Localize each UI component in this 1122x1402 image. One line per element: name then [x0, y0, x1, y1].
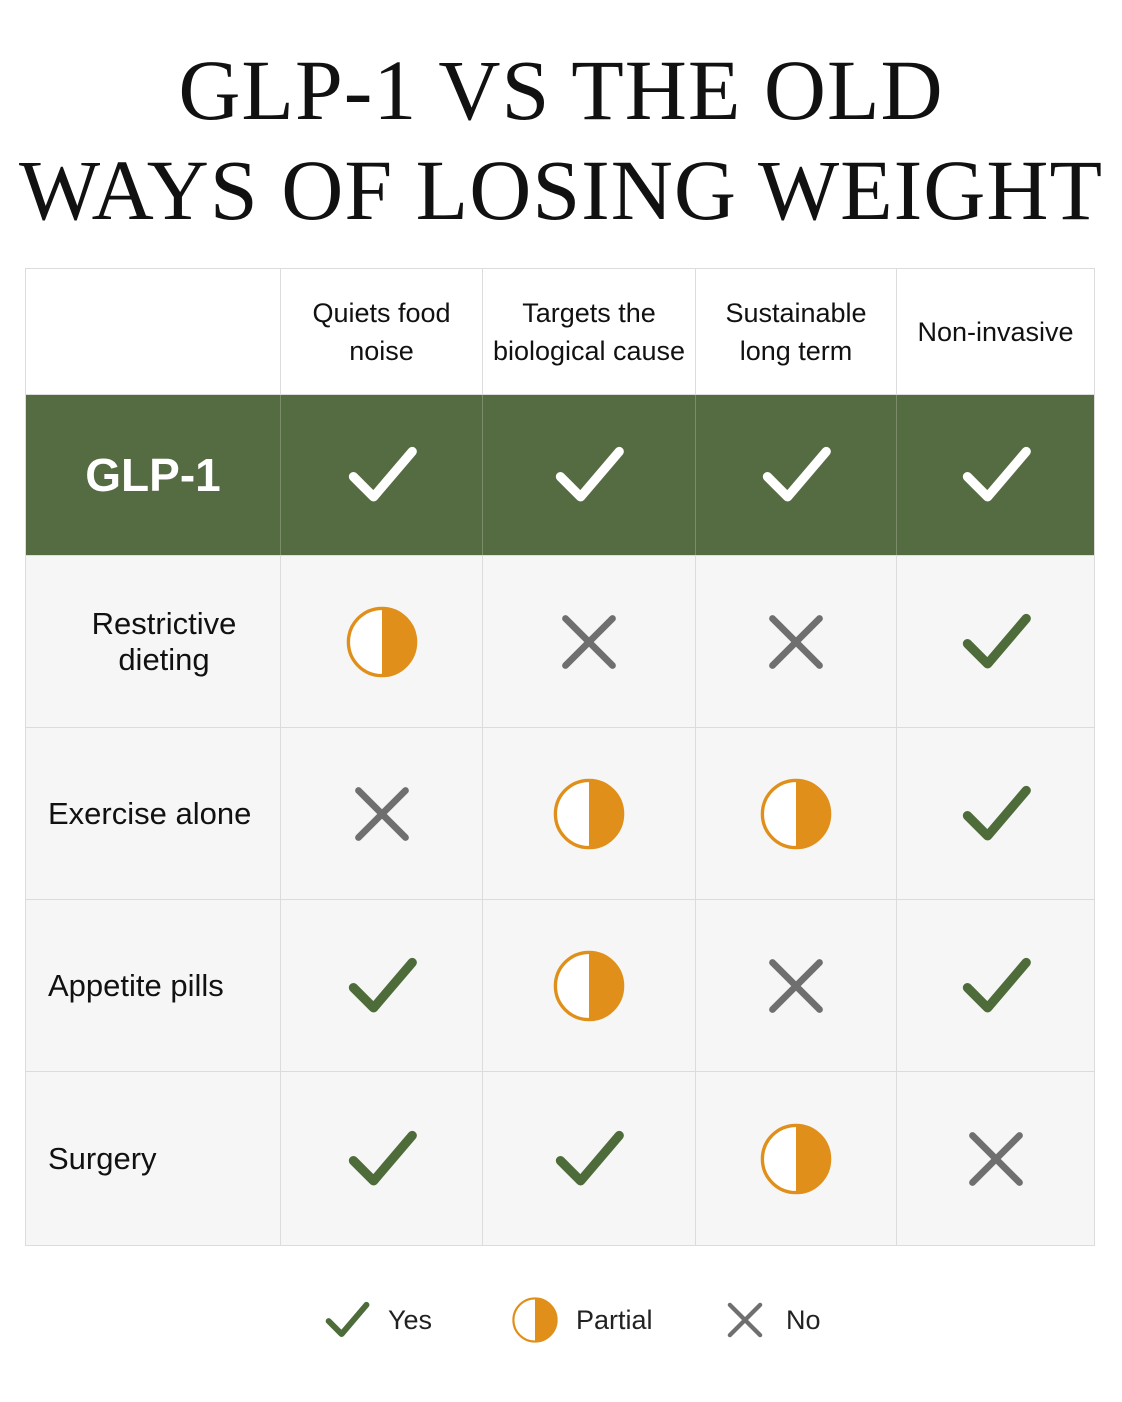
legend-label: Partial [576, 1304, 653, 1335]
check-icon [762, 446, 831, 502]
column-header-targets-biological-cause: Targets the biological cause [483, 269, 696, 394]
row-label: Restrictive dieting [26, 556, 281, 727]
half-circle-icon [512, 1297, 558, 1343]
table-cell-no [483, 556, 696, 727]
legend: Yes Partial No [0, 1290, 1122, 1350]
table-cell-no [696, 556, 897, 727]
page-title: GLP-1 VS THE OLD WAYS OF LOSING WEIGHT [0, 40, 1122, 240]
title-line-1: GLP-1 VS THE OLD [178, 42, 944, 138]
half-circle-icon [346, 606, 417, 677]
cross-icon [968, 1131, 1023, 1186]
table-cell-yes [696, 395, 897, 555]
legend-label: No [786, 1304, 821, 1335]
legend-item-no: No [718, 1290, 821, 1350]
table-row-restrictive-dieting: Restrictive dieting [26, 555, 1094, 727]
comparison-table: Quiets food noise Targets the biological c… [25, 268, 1095, 1246]
table-cell-yes [281, 900, 483, 1071]
half-circle-icon [553, 778, 625, 849]
legend-item-partial: Partial [508, 1290, 653, 1350]
row-label: Exercise alone [26, 728, 281, 899]
check-icon [962, 785, 1031, 840]
table-cell-partial [281, 556, 483, 727]
cross-icon [354, 786, 409, 841]
cross-icon [562, 614, 616, 669]
table-cell-yes [483, 1072, 696, 1245]
row-label: Surgery [26, 1072, 281, 1245]
column-header-quiets-food-noise: Quiets food noise [281, 269, 483, 394]
table-cell-no [696, 900, 897, 1071]
half-circle-icon [760, 778, 832, 849]
table-cell-partial [483, 900, 696, 1071]
table-cell-partial [696, 728, 897, 899]
table-row-exercise-alone: Exercise alone [26, 727, 1094, 899]
table-cell-yes [483, 395, 696, 555]
row-label: Appetite pills [26, 900, 281, 1071]
table-cell-yes [897, 900, 1094, 1071]
legend-item-yes: Yes [320, 1290, 432, 1350]
cross-icon [769, 958, 823, 1013]
table-cell-no [897, 1072, 1094, 1245]
table-cell-no [281, 728, 483, 899]
table-row-glp-1: GLP-1 [26, 395, 1094, 555]
check-icon [555, 1130, 624, 1185]
table-cell-partial [483, 728, 696, 899]
table-cell-yes [281, 1072, 483, 1245]
check-icon [962, 446, 1031, 502]
legend-label: Yes [388, 1304, 433, 1335]
check-icon [348, 446, 417, 502]
check-icon [348, 1130, 417, 1185]
check-icon [962, 957, 1031, 1012]
table-row-appetite-pills: Appetite pills [26, 899, 1094, 1071]
table-cell-yes [897, 395, 1094, 555]
table-cell-yes [897, 728, 1094, 899]
half-circle-icon [553, 950, 625, 1021]
title-line-2: WAYS OF LOSING WEIGHT [18, 142, 1104, 238]
table-cell-partial [696, 1072, 897, 1245]
column-header-non-invasive: Non-invasive [917, 316, 1074, 347]
check-icon [325, 1301, 370, 1338]
row-label: GLP-1 [26, 395, 281, 555]
check-icon [348, 957, 417, 1012]
table-cell-yes [897, 556, 1094, 727]
column-header-sustainable-long-term: Sustainable long term [696, 269, 897, 394]
header-row: Quiets food noise Targets the biological c… [26, 269, 1094, 395]
check-icon [555, 446, 624, 502]
check-icon [962, 613, 1031, 668]
cross-icon [769, 614, 823, 669]
table-cell-yes [281, 395, 483, 555]
table-row-surgery: Surgery [26, 1071, 1094, 1245]
header-corner-cell [26, 269, 281, 394]
cross-icon [727, 1302, 763, 1338]
half-circle-icon [760, 1123, 832, 1194]
